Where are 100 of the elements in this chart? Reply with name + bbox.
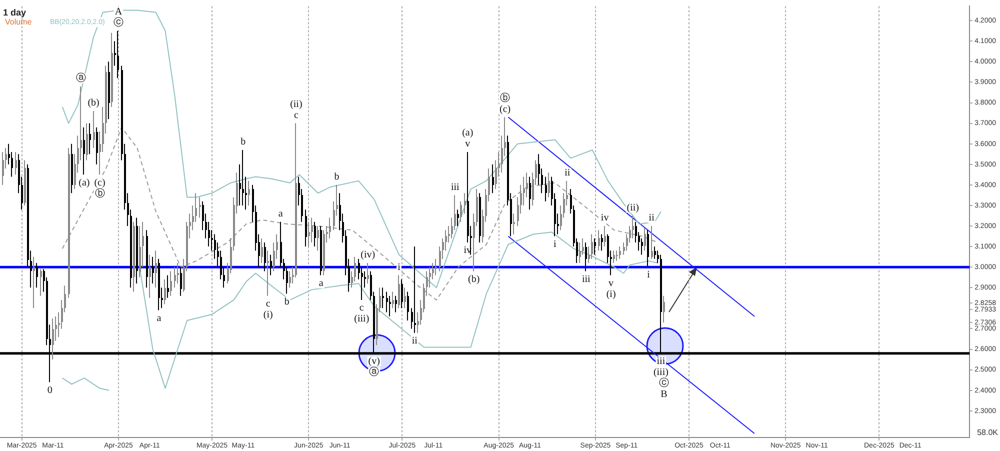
candlestick <box>270 254 272 276</box>
candlestick <box>582 238 584 256</box>
annotation: (iii) <box>653 367 668 378</box>
annotation: iii <box>582 274 591 285</box>
candlestick <box>414 246 416 334</box>
annotation: c <box>294 110 299 121</box>
annotation: (a) <box>78 177 90 188</box>
candlestick <box>594 238 596 256</box>
annotation: ii <box>648 212 655 224</box>
candlestick <box>289 270 291 288</box>
candlestick <box>404 287 406 309</box>
candlestick <box>548 172 550 198</box>
annotation: (a) <box>462 128 474 139</box>
candlestick <box>435 258 437 276</box>
candlestick <box>248 180 250 206</box>
annotation: ⓒ <box>658 377 669 389</box>
annotation: (c) <box>500 104 511 115</box>
candlestick <box>641 238 643 256</box>
candlestick <box>616 250 618 262</box>
candlestick <box>96 126 98 165</box>
annotation: (c) <box>94 177 106 188</box>
candlestick <box>195 192 197 222</box>
candlestick <box>311 217 313 243</box>
annotation: a <box>278 208 284 220</box>
annotation: ⓒ <box>113 16 124 28</box>
candlestick <box>361 266 363 300</box>
candlestick <box>142 221 144 268</box>
candlestick <box>604 226 606 248</box>
candlestick <box>432 262 434 280</box>
candlestick <box>199 196 201 218</box>
candlestick <box>401 278 403 309</box>
candlestick <box>398 274 400 309</box>
candlestick <box>492 164 494 194</box>
candlestick <box>15 152 17 176</box>
candlestick <box>286 266 288 294</box>
annotation: i <box>554 238 557 250</box>
annotation: (iv) <box>360 250 376 261</box>
candlestick <box>36 262 38 288</box>
candlestick <box>545 176 547 202</box>
candlestick <box>83 126 85 176</box>
candlestick <box>55 316 57 342</box>
candlestick <box>619 246 621 260</box>
annotation: b <box>334 172 340 183</box>
candlestick <box>613 250 615 264</box>
candlestick <box>445 230 447 252</box>
candlestick <box>457 209 459 227</box>
candlestick <box>407 291 409 322</box>
annotation: ⓐ <box>76 72 86 84</box>
candlestick <box>152 256 154 284</box>
candlestick <box>663 295 665 324</box>
candlestick <box>601 234 603 252</box>
candlestick <box>155 250 157 288</box>
candlestick <box>541 168 543 194</box>
annotation: (b) <box>88 98 100 109</box>
candlestick <box>329 217 331 239</box>
annotation: v <box>608 278 614 289</box>
candlestick <box>86 122 88 161</box>
candlestick <box>261 238 263 264</box>
text: 58.0K <box>977 428 999 437</box>
candlestick <box>264 242 266 272</box>
candlestick <box>40 268 42 296</box>
annotation: b <box>240 136 246 148</box>
candlestick <box>354 256 356 282</box>
candlestick <box>267 250 269 296</box>
candlestick <box>245 176 247 210</box>
candlestick <box>654 246 656 260</box>
annotation: Volume <box>5 17 32 26</box>
annotation: c <box>266 298 271 310</box>
candlestick <box>591 234 593 260</box>
candlestick <box>598 230 600 252</box>
candlestick <box>454 194 456 231</box>
annotation: (i) <box>263 309 273 320</box>
candlestick <box>585 242 587 272</box>
candlestick <box>89 122 91 155</box>
chart-title: 1 day <box>3 8 26 18</box>
candlestick <box>52 318 54 360</box>
candlestick <box>242 150 244 206</box>
annotation: ii <box>412 335 418 346</box>
annotation: (ii) <box>290 98 302 110</box>
candlestick <box>180 266 182 296</box>
candlestick <box>33 256 35 309</box>
candlestick <box>93 110 95 148</box>
candlestick <box>11 152 13 178</box>
candlestick <box>579 242 581 264</box>
annotation: a <box>156 312 162 324</box>
candlestick <box>177 262 179 284</box>
candlestick <box>149 254 151 298</box>
annotation: (iii) <box>354 314 370 325</box>
candlestick <box>529 176 531 210</box>
candlestick <box>647 230 649 268</box>
annotation: B <box>660 389 668 400</box>
annotation: iv <box>600 212 609 224</box>
candlestick <box>308 221 310 248</box>
candlestick <box>317 226 319 252</box>
candlestick <box>632 215 634 239</box>
candlestick <box>382 287 384 309</box>
candlestick <box>117 30 119 79</box>
candlestick <box>513 213 515 235</box>
candlestick <box>389 295 391 317</box>
annotation: ii <box>564 167 570 178</box>
